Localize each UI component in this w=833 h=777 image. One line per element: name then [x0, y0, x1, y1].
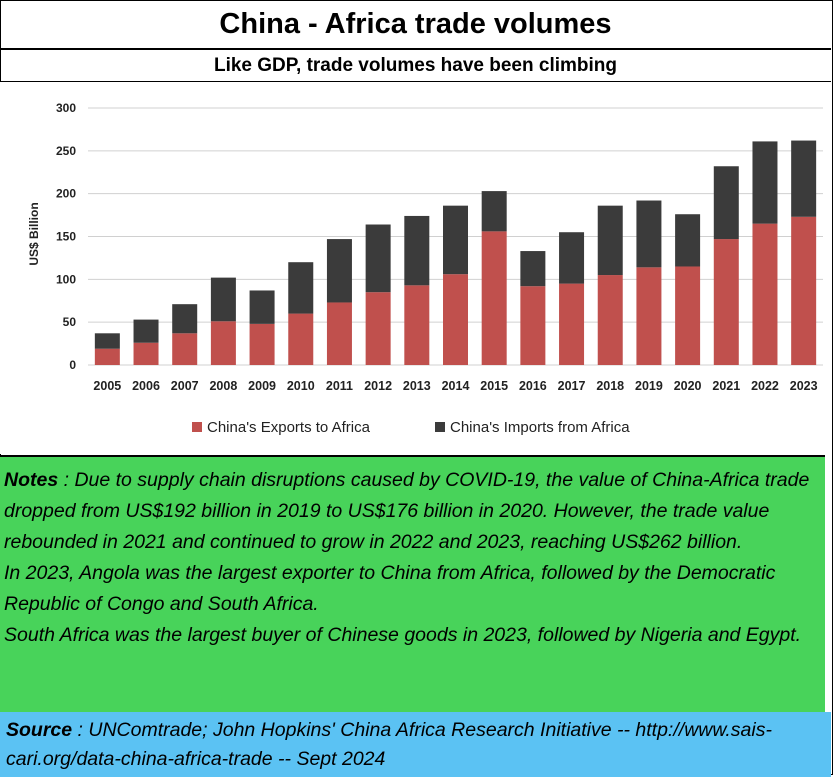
legend-swatch-exports	[192, 422, 202, 432]
x-tick-label: 2010	[287, 379, 315, 393]
bar-imports	[520, 251, 546, 287]
notes-label: Notes	[4, 469, 59, 491]
x-tick-label: 2015	[480, 379, 508, 393]
y-axis-label: US$ Billion	[27, 202, 41, 265]
bars	[94, 140, 817, 365]
x-tick-labels: 2005 2006 2007 2008 2009 2010 2011 2012 2013 2014…	[93, 379, 817, 393]
x-tick-label: 2008	[209, 379, 237, 393]
page-subtitle: Like GDP, trade volumes have been climbi…	[0, 50, 831, 82]
x-tick-label: 2022	[751, 379, 779, 393]
x-tick-label: 2014	[442, 379, 470, 393]
bar-imports	[210, 277, 236, 322]
y-tick-label: 100	[56, 272, 76, 286]
bar-exports	[404, 285, 430, 365]
bar-exports	[520, 286, 546, 365]
y-tick-label: 150	[56, 230, 76, 244]
y-tick-label: 200	[56, 187, 76, 201]
notes-paragraph-2: In 2023, Angola was the largest exporter…	[4, 562, 776, 615]
bar-imports	[326, 239, 352, 303]
x-tick-label: 2005	[93, 379, 121, 393]
bar-imports	[172, 304, 198, 334]
bar-imports	[249, 290, 275, 324]
bar-imports	[288, 262, 314, 314]
bar-exports	[636, 267, 662, 365]
x-tick-label: 2017	[558, 379, 586, 393]
notes-paragraph-1: Notes : Due to supply chain disruptions …	[4, 465, 825, 558]
chart-area: 0 50 100 150 200 250 300 2005 2006 2007 2008 2009 2…	[0, 82, 831, 454]
bar-exports	[713, 239, 739, 365]
bar-exports	[288, 313, 314, 365]
bar-exports	[133, 342, 159, 365]
bar-exports	[675, 266, 701, 365]
source-text: : UNComtrade; John Hopkins' China Africa…	[6, 719, 772, 770]
notes-text-1: : Due to supply chain disruptions caused…	[4, 469, 810, 553]
x-tick-label: 2021	[712, 379, 740, 393]
bar-imports	[597, 205, 623, 276]
y-tick-label: 50	[63, 315, 77, 329]
bar-imports	[404, 215, 430, 286]
bar-exports	[172, 333, 198, 365]
legend-label-exports: China's Exports to Africa	[207, 419, 371, 436]
bar-exports	[443, 274, 468, 365]
bar-imports	[443, 205, 468, 275]
x-tick-label: 2006	[132, 379, 160, 393]
x-tick-label: 2009	[248, 379, 276, 393]
x-tick-label: 2011	[326, 379, 353, 393]
bar-imports	[133, 319, 159, 343]
y-tick-label: 250	[56, 144, 76, 158]
source-box: Source : UNComtrade; John Hopkins' China…	[0, 712, 831, 777]
legend-label-imports: China's Imports from Africa	[450, 419, 630, 436]
bar-exports	[365, 292, 391, 365]
x-tick-label: 2019	[635, 379, 663, 393]
bar-imports	[752, 141, 778, 224]
x-tick-label: 2012	[364, 379, 392, 393]
bar-exports	[791, 216, 817, 365]
bar-exports	[210, 321, 236, 365]
x-tick-label: 2018	[596, 379, 624, 393]
x-tick-label: 2007	[171, 379, 199, 393]
gridlines	[88, 107, 823, 366]
bar-exports	[597, 275, 623, 365]
x-tick-label: 2023	[790, 379, 818, 393]
source-label: Source	[6, 719, 73, 741]
bar-imports	[365, 224, 391, 293]
bar-exports	[94, 348, 120, 365]
y-tick-label: 300	[56, 101, 76, 115]
bar-imports	[559, 232, 585, 284]
bar-imports	[94, 333, 120, 349]
bar-imports	[791, 140, 817, 217]
x-tick-label: 2013	[403, 379, 431, 393]
y-tick-label: 0	[69, 358, 76, 372]
bar-imports	[481, 191, 507, 232]
bar-exports	[326, 302, 352, 365]
bar-imports	[636, 200, 662, 268]
bar-exports	[752, 223, 778, 365]
legend: China's Exports to Africa China's Imports…	[192, 419, 630, 436]
x-tick-label: 2020	[674, 379, 702, 393]
x-tick-label: 2016	[519, 379, 547, 393]
bar-exports	[481, 231, 507, 365]
bar-imports	[675, 214, 701, 267]
bar-exports	[249, 323, 275, 365]
bar-imports	[713, 166, 739, 240]
bar-exports	[559, 283, 585, 365]
legend-swatch-imports	[435, 422, 445, 432]
y-tick-labels: 0 50 100 150 200 250 300	[56, 101, 76, 372]
notes-box: Notes : Due to supply chain disruptions …	[0, 455, 825, 721]
page-title: China - Africa trade volumes	[0, 0, 831, 50]
notes-paragraph-3: South Africa was the largest buyer of Ch…	[4, 624, 802, 646]
